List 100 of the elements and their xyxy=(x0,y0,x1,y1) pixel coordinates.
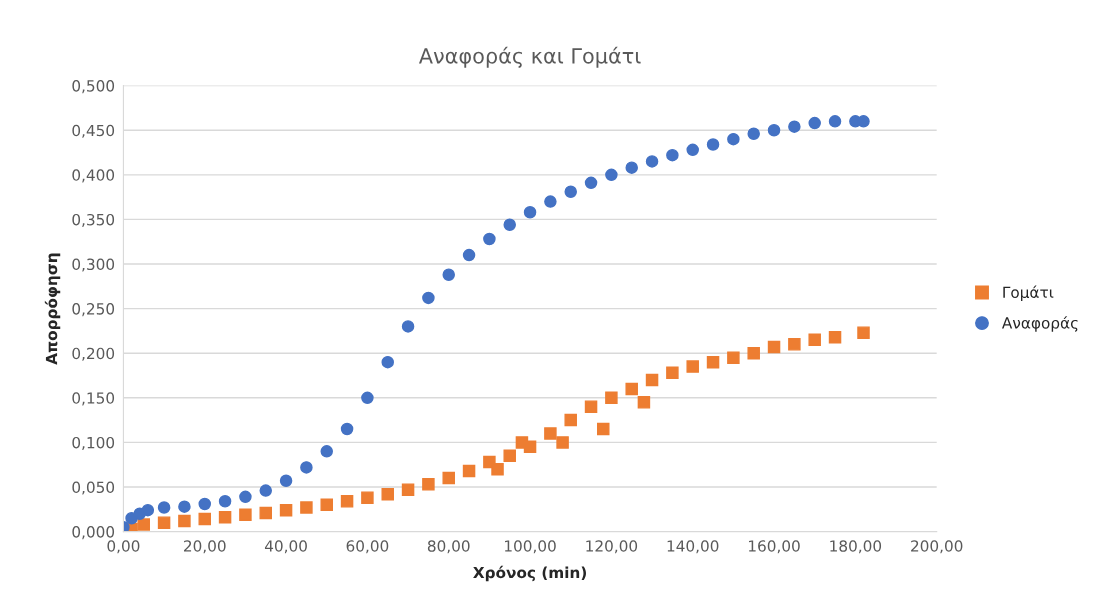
point xyxy=(300,501,313,514)
y-tick-label: 0,250 xyxy=(72,303,115,317)
point xyxy=(361,491,374,504)
point xyxy=(544,427,557,440)
point xyxy=(727,132,740,146)
point xyxy=(544,195,557,208)
point xyxy=(239,490,252,504)
y-tick-label: 0,400 xyxy=(72,169,115,183)
point xyxy=(584,176,598,190)
point xyxy=(788,338,801,351)
point xyxy=(767,340,781,354)
point xyxy=(666,366,679,380)
point xyxy=(503,449,516,463)
point xyxy=(747,127,760,141)
point xyxy=(666,148,679,162)
point xyxy=(279,503,293,517)
point xyxy=(381,487,394,501)
x-tick-label: 20,00 xyxy=(184,540,226,554)
point xyxy=(442,268,455,281)
point xyxy=(320,445,333,458)
point xyxy=(157,516,171,529)
x-tick-label: 160,00 xyxy=(748,540,800,554)
point xyxy=(767,123,781,137)
y-tick-label: 0,150 xyxy=(72,392,115,406)
point xyxy=(401,320,415,333)
point xyxy=(141,503,155,517)
point xyxy=(422,291,435,305)
point xyxy=(279,474,293,488)
point xyxy=(523,440,537,454)
y-tick-label: 0,000 xyxy=(72,526,115,540)
y-tick-label: 0,500 xyxy=(72,80,115,94)
point xyxy=(259,484,272,497)
point xyxy=(361,391,374,405)
point xyxy=(564,185,577,199)
point xyxy=(218,495,232,508)
point xyxy=(686,143,699,157)
point xyxy=(178,500,191,513)
legend-label: Αναφοράς xyxy=(1001,316,1078,332)
point xyxy=(381,355,394,369)
point xyxy=(625,161,638,174)
x-tick-label: 40,00 xyxy=(264,540,307,554)
point xyxy=(137,518,151,531)
y-tick-label: 0,050 xyxy=(72,481,115,495)
point xyxy=(645,155,659,168)
point xyxy=(828,330,842,344)
point xyxy=(625,382,638,396)
point xyxy=(462,464,476,478)
y-tick-label: 0,300 xyxy=(72,258,115,272)
point xyxy=(637,396,651,409)
x-tick-label: 80,00 xyxy=(427,540,470,554)
point xyxy=(808,116,821,130)
point xyxy=(491,462,504,476)
point xyxy=(300,461,313,474)
point xyxy=(259,506,272,520)
x-tick-label: 180,00 xyxy=(830,540,882,554)
point xyxy=(828,115,842,128)
point xyxy=(857,326,870,339)
y-tick-label: 0,350 xyxy=(72,213,115,227)
x-tick-label: 60,00 xyxy=(346,540,389,554)
point xyxy=(340,495,354,508)
point xyxy=(645,373,659,387)
chart-title: Αναφοράς και Γομάτι xyxy=(418,46,641,68)
point xyxy=(218,511,232,524)
x-tick-label: 120,00 xyxy=(586,540,638,554)
y-tick-label: 0,200 xyxy=(72,347,115,361)
point xyxy=(462,248,476,262)
point xyxy=(503,218,516,232)
point xyxy=(483,232,496,246)
point xyxy=(605,391,618,405)
point xyxy=(584,400,598,413)
point xyxy=(401,483,415,496)
point xyxy=(523,206,537,219)
point xyxy=(605,168,618,182)
point xyxy=(239,508,252,521)
point xyxy=(198,512,212,526)
point xyxy=(686,360,699,373)
legend-label: Γομάτι xyxy=(1003,285,1054,301)
y-axis-title: Απορρόφηση xyxy=(44,253,61,365)
point xyxy=(442,471,455,485)
point xyxy=(556,436,569,449)
point xyxy=(788,120,801,133)
point xyxy=(157,501,171,514)
x-tick-label: 200,00 xyxy=(911,540,963,554)
point xyxy=(320,498,333,512)
point xyxy=(706,355,720,369)
point xyxy=(747,346,760,360)
point xyxy=(198,497,212,511)
point xyxy=(178,514,191,528)
point xyxy=(808,333,821,347)
x-tick-label: 0,00 xyxy=(107,540,140,554)
point xyxy=(340,422,354,436)
x-axis-title: Χρόνος (min) xyxy=(473,565,586,582)
point xyxy=(422,478,435,491)
point xyxy=(706,138,720,151)
point xyxy=(564,413,577,427)
x-tick-label: 100,00 xyxy=(505,540,556,554)
point xyxy=(597,422,610,436)
y-tick-label: 0,450 xyxy=(72,124,115,138)
point xyxy=(727,351,740,364)
y-tick-label: 0,100 xyxy=(72,436,115,450)
